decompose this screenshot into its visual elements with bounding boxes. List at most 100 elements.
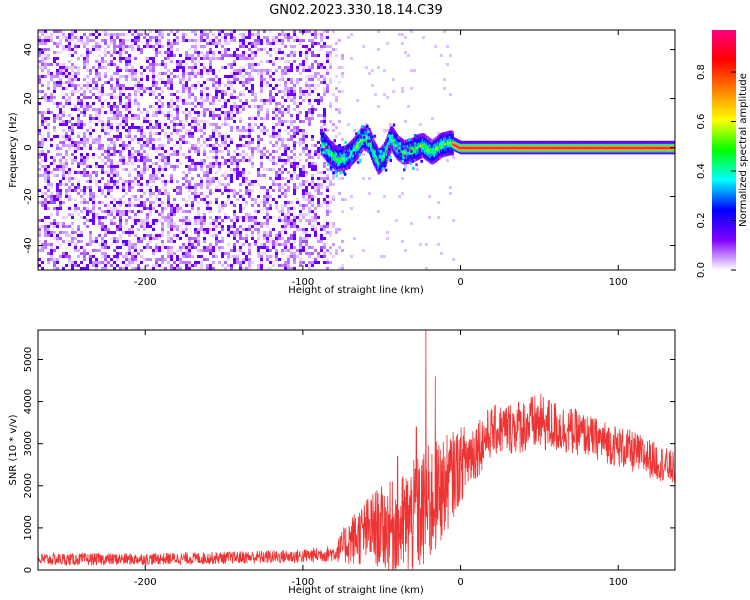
heatmap-cell	[125, 264, 128, 267]
heatmap-cell	[311, 66, 314, 69]
heatmap-cell	[230, 75, 233, 78]
heatmap-cell	[158, 246, 161, 249]
heatmap-cell	[170, 93, 173, 96]
heatmap-cell	[89, 210, 92, 213]
heatmap-cell	[263, 48, 266, 51]
heatmap-cell	[251, 150, 254, 153]
heatmap-cell	[110, 87, 113, 90]
heatmap-cell	[68, 42, 71, 45]
heatmap-cell	[92, 255, 95, 258]
heatmap-cell	[308, 102, 311, 105]
heatmap-cell	[338, 246, 341, 249]
heatmap-cell	[296, 81, 299, 84]
heatmap-cell	[119, 66, 122, 69]
heatmap-cell	[269, 99, 272, 102]
heatmap-cell	[203, 171, 206, 174]
heatmap-cell	[65, 171, 68, 174]
heatmap-cell	[143, 234, 146, 237]
heatmap-cell	[230, 159, 233, 162]
heatmap-cell	[254, 93, 257, 96]
heatmap-cell	[281, 225, 284, 228]
heatmap-cell	[278, 168, 281, 171]
heatmap-cell	[209, 63, 212, 66]
heatmap-cell	[158, 138, 161, 141]
heatmap-cell	[146, 183, 149, 186]
heatmap-cell	[98, 78, 101, 81]
heatmap-cell	[224, 213, 227, 216]
heatmap-cell	[161, 159, 164, 162]
heatmap-cell	[404, 120, 407, 123]
heatmap-cell	[314, 225, 317, 228]
heatmap-cell	[38, 36, 41, 39]
heatmap-cell	[296, 228, 299, 231]
heatmap-cell	[260, 147, 263, 150]
heatmap-cell	[236, 144, 239, 147]
heatmap-cell	[224, 93, 227, 96]
heatmap-cell	[200, 63, 203, 66]
heatmap-cell	[329, 66, 332, 69]
heatmap-cell	[146, 258, 149, 261]
heatmap-cell	[338, 39, 341, 42]
heatmap-cell	[302, 93, 305, 96]
heatmap-cell	[149, 237, 152, 240]
heatmap-cell	[59, 117, 62, 120]
heatmap-cell	[182, 177, 185, 180]
heatmap-cell	[179, 192, 182, 195]
heatmap-cell	[92, 78, 95, 81]
heatmap-cell	[278, 90, 281, 93]
heatmap-cell	[200, 99, 203, 102]
heatmap-cell	[98, 99, 101, 102]
heatmap-cell	[407, 105, 410, 108]
heatmap-cell	[212, 249, 215, 252]
heatmap-cell	[41, 51, 44, 54]
heatmap-cell	[113, 165, 116, 168]
heatmap-cell	[284, 120, 287, 123]
heatmap-cell	[293, 93, 296, 96]
heatmap-cell	[83, 252, 86, 255]
heatmap-cell	[182, 228, 185, 231]
heatmap-cell	[56, 57, 59, 60]
heatmap-cell	[38, 153, 41, 156]
heatmap-cell	[143, 90, 146, 93]
heatmap-cell	[59, 84, 62, 87]
heatmap-cell	[104, 252, 107, 255]
heatmap-cell	[323, 81, 326, 84]
heatmap-cell	[323, 171, 326, 174]
heatmap-cell	[188, 261, 191, 264]
heatmap-cell	[245, 240, 248, 243]
heatmap-cell	[335, 135, 338, 138]
heatmap-cell	[224, 138, 227, 141]
heatmap-cell	[218, 210, 221, 213]
heatmap-cell	[275, 141, 278, 144]
heatmap-cell	[128, 93, 131, 96]
heatmap-cell	[302, 138, 305, 141]
heatmap-cell	[308, 153, 311, 156]
heatmap-cell	[59, 30, 62, 33]
heatmap-cell	[257, 267, 260, 270]
heatmap-cell	[449, 186, 452, 189]
heatmap-cell	[401, 33, 404, 36]
heatmap-cell	[104, 42, 107, 45]
heatmap-cell	[173, 165, 176, 168]
heatmap-cell	[158, 249, 161, 252]
heatmap-cell	[272, 159, 275, 162]
heatmap-cell	[338, 66, 341, 69]
heatmap-cell	[146, 39, 149, 42]
heatmap-cell	[278, 171, 281, 174]
heatmap-cell	[215, 171, 218, 174]
heatmap-cell	[230, 72, 233, 75]
heatmap-cell	[326, 84, 329, 87]
heatmap-cell	[254, 123, 257, 126]
heatmap-cell	[146, 222, 149, 225]
heatmap-cell	[71, 66, 74, 69]
heatmap-cell	[38, 132, 41, 135]
heatmap-cell	[158, 111, 161, 114]
heatmap-cell	[263, 222, 266, 225]
heatmap-cell	[200, 105, 203, 108]
heatmap-cell	[200, 51, 203, 54]
heatmap-cell	[68, 75, 71, 78]
heatmap-cell	[110, 117, 113, 120]
heatmap-cell	[68, 198, 71, 201]
heatmap-cell	[104, 204, 107, 207]
heatmap-cell	[47, 150, 50, 153]
